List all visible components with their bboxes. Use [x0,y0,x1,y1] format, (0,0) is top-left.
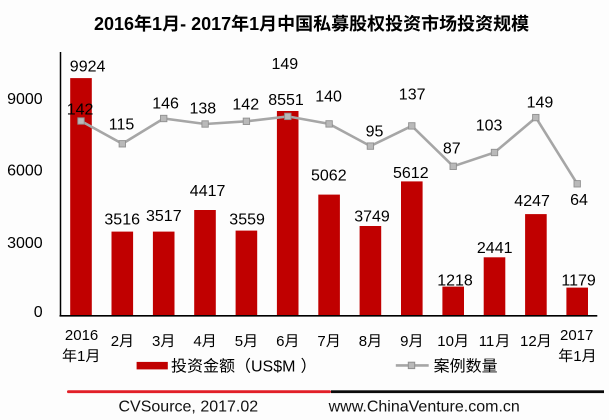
svg-text:US$M: US$M [251,359,295,376]
svg-text:2016: 2016 [94,14,134,34]
svg-text:8551: 8551 [268,92,304,109]
svg-text:9924: 9924 [70,59,106,76]
svg-text:87: 87 [443,141,461,158]
svg-text:11: 11 [479,333,495,350]
svg-text:146: 146 [152,96,179,113]
svg-text:7: 7 [317,333,325,350]
svg-text:8: 8 [359,333,367,350]
svg-text:149: 149 [527,94,554,111]
svg-text:2016: 2016 [65,327,98,344]
svg-text:2017: 2017 [560,327,593,344]
svg-text:6000: 6000 [7,163,43,180]
svg-text:4: 4 [193,333,201,350]
svg-text:3516: 3516 [104,211,140,228]
svg-text:2441: 2441 [477,240,513,257]
svg-text:3559: 3559 [229,211,265,228]
svg-text:1: 1 [573,348,581,365]
svg-text:10: 10 [437,333,454,350]
svg-text:3517: 3517 [146,208,182,225]
svg-text:4247: 4247 [514,193,550,210]
svg-text:5: 5 [235,333,243,350]
svg-text:1179: 1179 [561,272,596,289]
svg-text:137: 137 [399,87,426,104]
svg-text:3749: 3749 [354,208,390,225]
svg-text:140: 140 [315,88,342,105]
svg-text:3000: 3000 [7,235,43,252]
svg-text:2: 2 [111,333,119,350]
svg-text:CVSource, 2017.02: CVSource, 2017.02 [119,399,259,416]
svg-text:4417: 4417 [190,183,226,200]
svg-text:64: 64 [570,192,588,209]
svg-text:1: 1 [152,14,162,34]
svg-text:www.ChinaVenture.com.cn: www.ChinaVenture.com.cn [328,399,520,416]
svg-text:142: 142 [232,97,259,114]
svg-text:9: 9 [400,333,408,350]
svg-text:- 2017: - 2017 [180,14,231,34]
svg-text:5062: 5062 [311,168,347,185]
svg-text:1: 1 [249,14,259,34]
svg-text:1: 1 [77,348,85,365]
svg-text:115: 115 [109,116,135,133]
svg-text:149: 149 [272,56,299,73]
svg-text:0: 0 [34,304,43,321]
svg-text:9000: 9000 [7,91,43,108]
svg-text:1218: 1218 [437,272,473,289]
svg-text:138: 138 [190,101,217,118]
svg-text:12: 12 [520,333,537,350]
svg-text:3: 3 [152,333,160,350]
svg-text:5612: 5612 [393,165,429,182]
svg-text:6: 6 [276,333,284,350]
svg-text:95: 95 [366,123,384,140]
svg-text:142: 142 [67,102,94,119]
svg-text:103: 103 [476,117,503,134]
